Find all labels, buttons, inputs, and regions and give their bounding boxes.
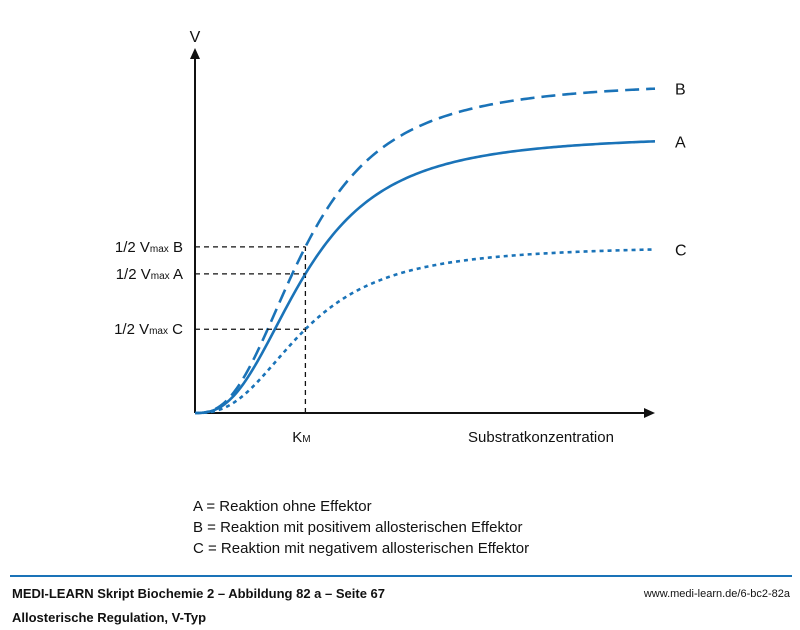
curve-label-a: A [675,134,686,151]
legend-item-a: A = Reaktion ohne Effektor [193,498,372,515]
y-axis-arrow [190,48,200,59]
legend-item-b: B = Reaktion mit positivem allosterische… [193,519,523,536]
footer-url[interactable]: www.medi-learn.de/6-bc2-82a [643,588,790,600]
curve-b [194,87,656,415]
half-vmax-label-b: 1/2 Vmax B [115,239,183,256]
y-axis-label: V [190,29,201,46]
footer-subtitle: Allosterische Regulation, V-Typ [12,610,207,625]
half-vmax-label-a: 1/2 Vmax A [116,266,183,283]
curve-a [194,140,656,415]
half-vmax-label-c: 1/2 Vmax C [114,321,183,338]
km-subscript: M [302,434,310,445]
footer-title: MEDI-LEARN Skript Biochemie 2 – Abbildun… [12,586,385,601]
curve-label-c: C [675,242,687,259]
kinetics-diagram: V Substratkonzentration KM A 1/2 Vmax A B 1/2 … [114,29,687,446]
curve-label-b: B [675,82,686,99]
legend: A = Reaktion ohne Effektor B = Reaktion … [193,496,529,559]
km-label: KM [292,429,310,446]
x-axis-arrow [644,408,655,418]
legend-item-c: C = Reaktion mit negativem allosterische… [193,540,530,557]
x-axis-label: Substratkonzentration [468,429,614,446]
footer-divider [10,575,792,577]
curve-c [194,248,656,415]
